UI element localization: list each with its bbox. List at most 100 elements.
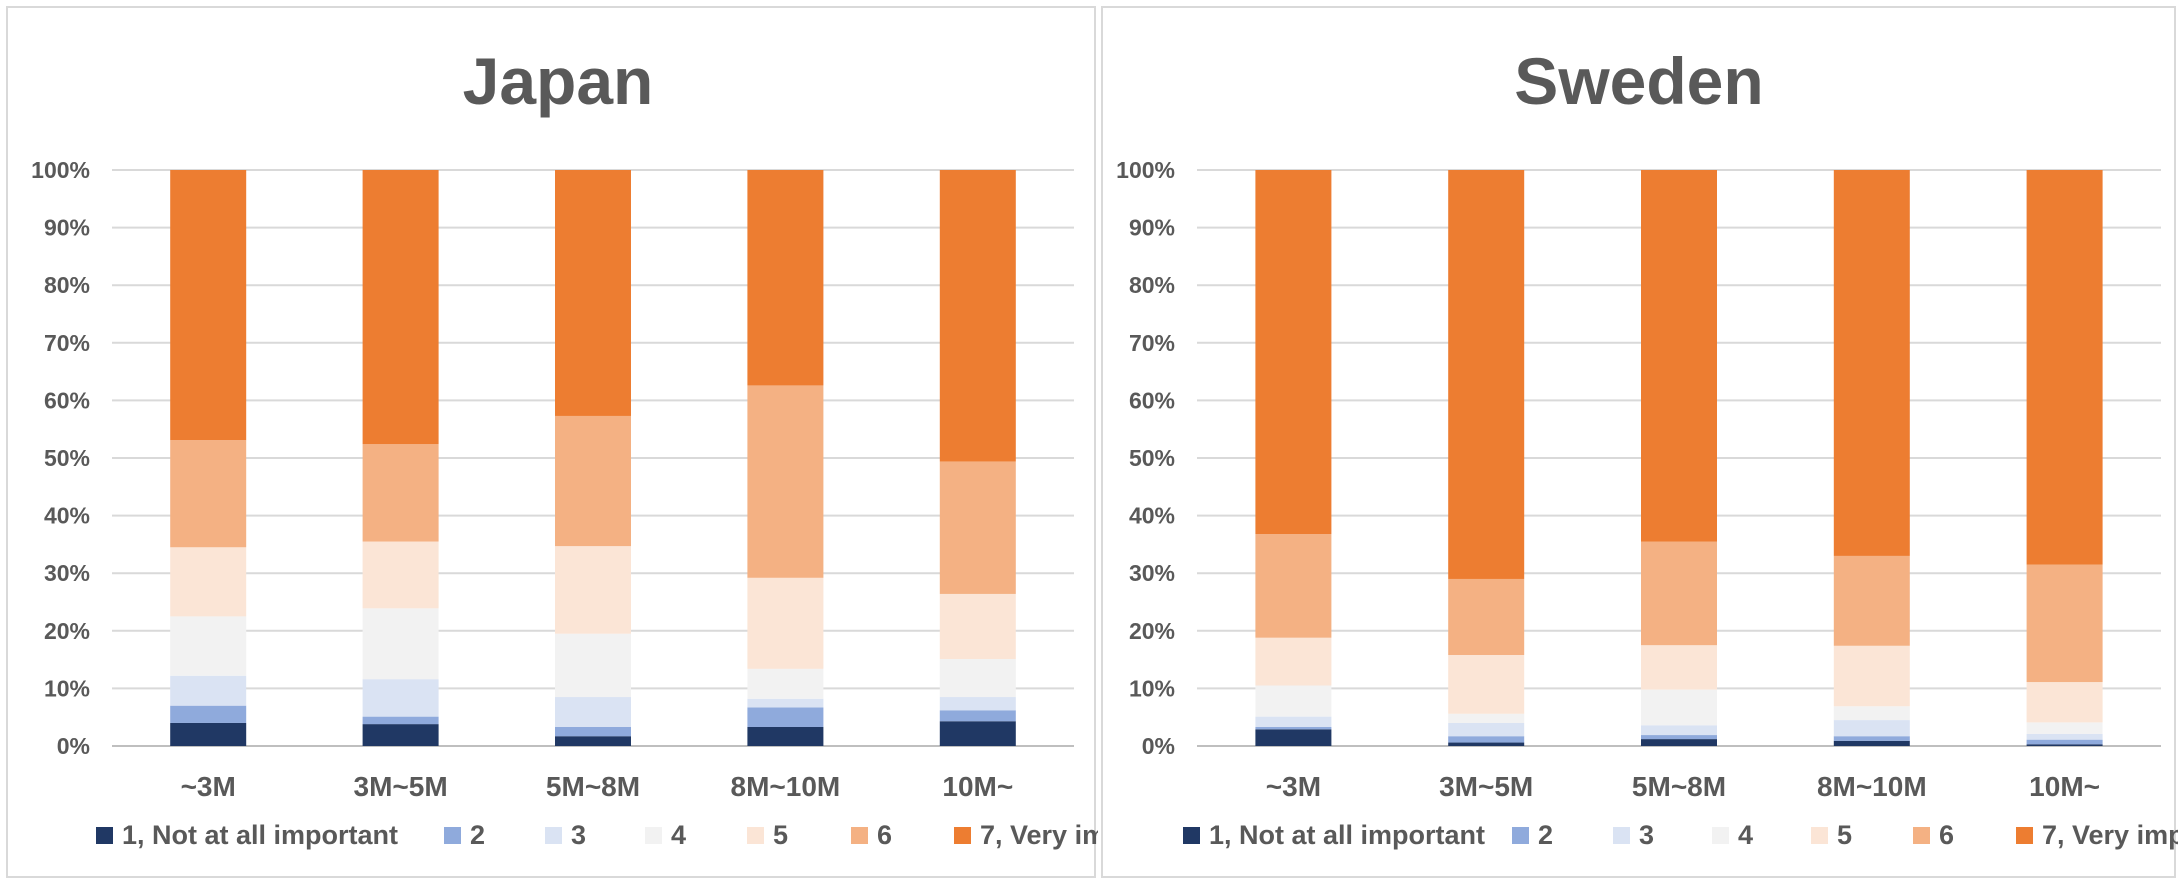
- bar-segment: [170, 616, 247, 676]
- y-tick-label: 40%: [44, 503, 90, 529]
- legend-label: 2: [1538, 820, 1553, 850]
- legend-swatch: [444, 827, 461, 844]
- bar-segment: [1255, 170, 1332, 535]
- y-tick-label: 10%: [44, 675, 90, 701]
- bar-segment: [747, 577, 824, 669]
- bar-segment: [939, 170, 1016, 462]
- bar-segment: [2026, 170, 2103, 565]
- bar-segment: [362, 541, 439, 609]
- y-tick-label: 50%: [44, 445, 90, 471]
- y-tick-label: 70%: [44, 330, 90, 356]
- bar-segment: [1641, 170, 1717, 542]
- chart-panel-japan: Japan 0% 10% 20% 30% 40% 50% 60% 70% 80% 90% 100% ~3…: [6, 6, 1199, 878]
- legend-label: 7, Very important: [980, 820, 1098, 850]
- bar-segment: [747, 698, 824, 708]
- y-tick-label: 90%: [44, 215, 90, 241]
- bar-segment: [1641, 541, 1717, 646]
- y-tick-label: 80%: [1129, 272, 1175, 298]
- bar-segment: [170, 722, 247, 746]
- legend-swatch: [747, 827, 764, 844]
- bar-segment: [1448, 654, 1525, 714]
- bar-segment: [555, 697, 631, 727]
- bar-segment: [939, 721, 1016, 746]
- legend-label: 1, Not at all important: [1209, 820, 1485, 850]
- bar-segment: [2026, 564, 2103, 683]
- bar-segment: [1641, 725, 1717, 736]
- legend-label: 2: [470, 820, 485, 850]
- bar-segment: [555, 726, 631, 737]
- legend-swatch: [1613, 827, 1630, 844]
- bar-segment: [1641, 689, 1717, 726]
- bar-segment: [1448, 742, 1525, 746]
- bar-segment: [1448, 170, 1525, 579]
- bar-segment: [2026, 739, 2103, 745]
- bar-segment: [747, 668, 824, 699]
- bar-segment: [1833, 645, 1910, 707]
- bar-segment: [1641, 739, 1717, 746]
- bar-segment: [1448, 722, 1525, 737]
- x-tick-label: 5M~8M: [1632, 771, 1726, 802]
- bar-segment: [747, 726, 824, 746]
- bar-segment: [939, 710, 1016, 722]
- y-tick-label: 100%: [31, 157, 90, 183]
- bar-segment: [1255, 729, 1332, 746]
- bar-segment: [1833, 555, 1910, 646]
- legend-label: 7, Very important: [2042, 820, 2178, 850]
- legend-swatch: [96, 827, 113, 844]
- bar-segment: [1255, 716, 1332, 727]
- x-tick-label: ~3M: [181, 771, 236, 802]
- x-tick-label: 8M~10M: [731, 771, 841, 802]
- bar-segment: [555, 415, 631, 547]
- legend-label: 1, Not at all important: [122, 820, 398, 850]
- legend-swatch: [645, 827, 662, 844]
- bar-segment: [170, 675, 247, 706]
- bar-segment: [555, 633, 631, 698]
- bar-segment: [1448, 713, 1525, 723]
- chart-panel-sweden: Sweden 0% 10% 20% 30% 40% 50% 60% 70% 80% 90% 100% ~…: [1101, 6, 2182, 878]
- x-tick-label: 3M~5M: [354, 771, 448, 802]
- y-tick-label: 40%: [1129, 503, 1175, 529]
- bar-segment: [1255, 534, 1332, 638]
- y-tick-label: 30%: [44, 560, 90, 586]
- chart-title: Sweden: [1514, 44, 1763, 118]
- legend-label: 4: [1738, 820, 1753, 850]
- bar-segment: [939, 697, 1016, 711]
- y-tick-label: 30%: [1129, 560, 1175, 586]
- chart-sweden: Sweden 0% 10% 20% 30% 40% 50% 60% 70% 80% 90% 100% ~…: [1116, 44, 2182, 850]
- legend-swatch: [851, 827, 868, 844]
- bar-segment: [939, 593, 1016, 660]
- bar-segment: [170, 170, 247, 441]
- bar-segment: [1833, 720, 1910, 737]
- legend-label: 3: [1639, 820, 1654, 850]
- x-tick-label: 8M~10M: [1817, 771, 1927, 802]
- bar-segment: [747, 707, 824, 727]
- bar-segment: [362, 679, 439, 717]
- y-tick-label: 50%: [1129, 445, 1175, 471]
- y-tick-label: 60%: [1129, 387, 1175, 413]
- bar-segment: [170, 440, 247, 548]
- bar-segment: [555, 736, 631, 746]
- legend-label: 4: [671, 820, 686, 850]
- y-tick-label: 20%: [1129, 618, 1175, 644]
- x-tick-label: 5M~8M: [546, 771, 640, 802]
- y-tick-label: 70%: [1129, 330, 1175, 356]
- legend-label: 5: [773, 820, 788, 850]
- bar-segment: [939, 659, 1016, 698]
- chart-title: Japan: [463, 44, 654, 118]
- bar-segment: [2026, 744, 2103, 746]
- bar-segment: [1833, 170, 1910, 556]
- bar-segment: [1833, 736, 1910, 741]
- bar-segment: [362, 444, 439, 542]
- y-tick-label: 80%: [44, 272, 90, 298]
- legend-label: 5: [1837, 820, 1852, 850]
- x-tick-label: 3M~5M: [1439, 771, 1533, 802]
- legend-swatch: [545, 827, 562, 844]
- bar-segment: [1448, 736, 1525, 743]
- legend-swatch: [1811, 827, 1828, 844]
- y-tick-label: 100%: [1116, 157, 1175, 183]
- y-tick-label: 90%: [1129, 215, 1175, 241]
- legend-swatch: [1712, 827, 1729, 844]
- x-tick-label: ~3M: [1266, 771, 1321, 802]
- legend-swatch: [2016, 827, 2033, 844]
